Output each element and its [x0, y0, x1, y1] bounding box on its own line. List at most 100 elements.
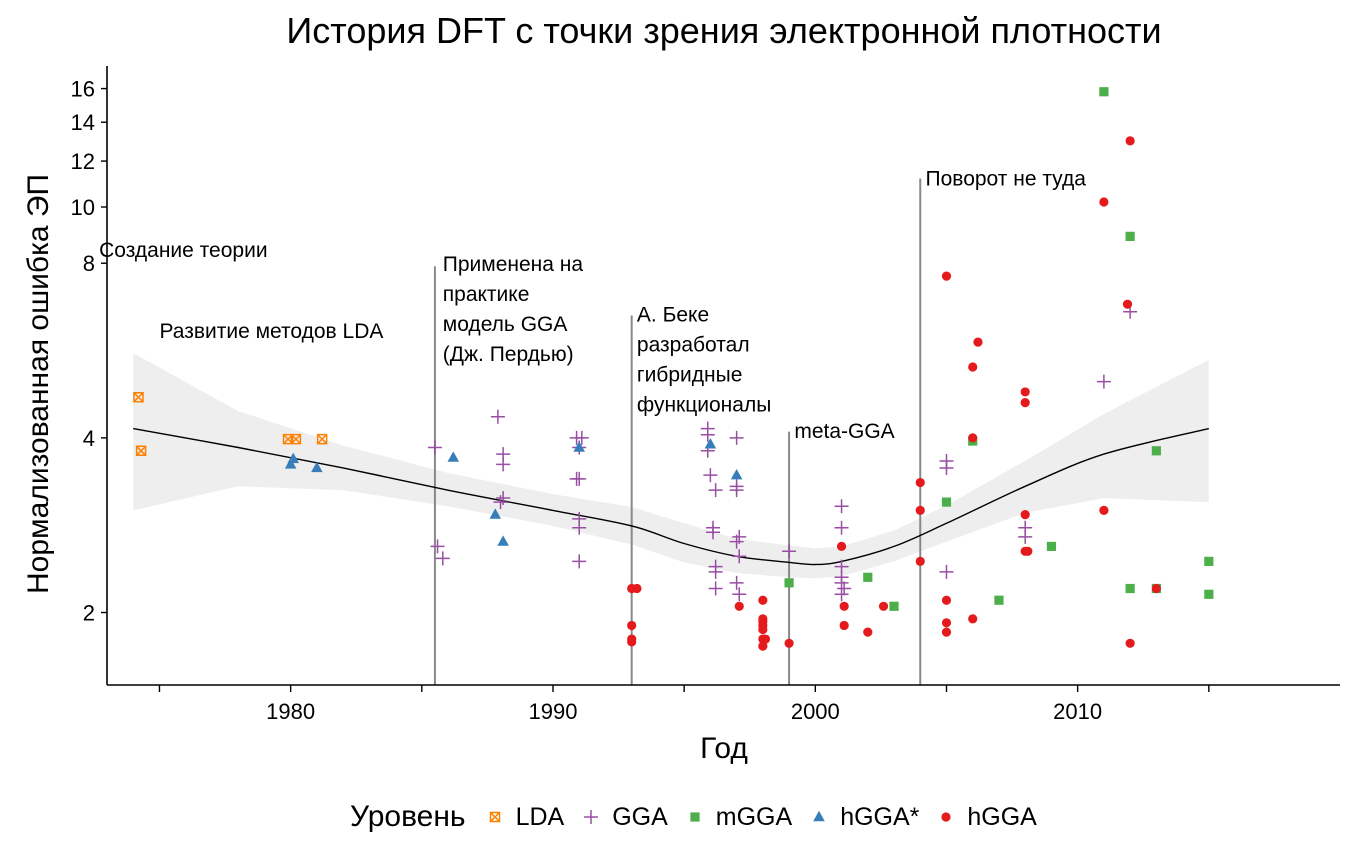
data-point [133, 391, 144, 403]
data-point [447, 451, 460, 462]
data-point [994, 595, 1004, 605]
data-point [834, 587, 849, 602]
legend-item: LDA [482, 803, 564, 832]
data-point [968, 614, 978, 624]
data-point [435, 551, 450, 566]
data-point [1020, 509, 1030, 520]
data-point [915, 505, 925, 515]
data-point [863, 572, 873, 582]
data-point [284, 458, 297, 469]
annotation-line: meta-GGA [794, 420, 894, 443]
data-point [1204, 556, 1214, 566]
data-point [1023, 546, 1033, 556]
annotation: Развитие методов LDA [159, 320, 383, 343]
data-point [703, 468, 718, 483]
data-point [834, 520, 849, 535]
data-point [784, 638, 794, 648]
series-gga [427, 304, 1138, 602]
data-point [1125, 231, 1135, 241]
y-tick-label: 12 [71, 149, 95, 174]
data-point [1096, 374, 1111, 389]
annotation: meta-GGA [794, 420, 894, 443]
annotation-line: А. Беке [637, 303, 709, 326]
data-point [574, 430, 589, 445]
data-point [784, 578, 794, 588]
data-point [290, 433, 302, 445]
data-point [1122, 299, 1133, 309]
data-point [1046, 541, 1057, 552]
data-point [758, 624, 768, 635]
legend-title: Уровень [350, 800, 466, 833]
data-point [732, 549, 747, 564]
x-tick-label: 2000 [791, 699, 840, 724]
legend-item: hGGA* [806, 803, 919, 832]
y-tick-label: 2 [83, 601, 95, 626]
data-point [863, 627, 873, 637]
legend-label: hGGA [967, 802, 1037, 831]
annotation-line: Поворот не туда [926, 167, 1087, 190]
x-tick-label: 1990 [529, 699, 578, 724]
data-point [632, 583, 642, 594]
data-point [572, 554, 587, 569]
data-point [839, 620, 849, 631]
legend-marker [489, 811, 500, 823]
data-point [941, 618, 952, 628]
data-point [497, 535, 509, 546]
legend-key [489, 811, 500, 823]
data-point [915, 556, 925, 566]
data-point [915, 477, 925, 488]
legend-items: LDA GGA mGGA hGGA* hGGA [482, 803, 1051, 832]
data-point [572, 471, 587, 486]
legend-key [584, 810, 599, 824]
annotation: Создание теории [99, 239, 267, 262]
data-point [878, 601, 889, 611]
data-point [729, 430, 744, 445]
data-point [973, 337, 983, 347]
series-mgga [784, 87, 1214, 611]
data-point [889, 601, 899, 611]
x-tick-label: 2010 [1053, 699, 1102, 724]
data-point [734, 601, 744, 611]
data-point [939, 564, 954, 579]
data-point [430, 539, 445, 554]
data-point [700, 427, 715, 442]
y-tick-label: 4 [83, 426, 95, 451]
data-point [496, 457, 511, 472]
y-tick-label: 8 [83, 251, 95, 276]
axes: 2 4 8 10 12 14 16 1980 1990 2000 2010 [71, 66, 1340, 724]
legend-marker [941, 812, 951, 822]
y-axis-label: Нормализованная ошибка ЭП [22, 174, 55, 594]
legend-item: hGGA [933, 802, 1037, 832]
data-point [1099, 87, 1109, 97]
legend-label: GGA [612, 802, 668, 831]
data-point [573, 441, 586, 452]
legend-key [813, 810, 825, 822]
data-point [311, 461, 323, 473]
data-point [834, 499, 849, 514]
annotation-line: Создание теории [99, 239, 267, 262]
y-tick-label: 16 [71, 77, 95, 102]
data-point [760, 634, 771, 644]
data-point [1125, 638, 1135, 648]
legend-marker [690, 812, 700, 822]
data-point [729, 575, 744, 590]
data-point [732, 529, 747, 544]
series-hgga [284, 438, 743, 546]
data-point [572, 520, 587, 535]
data-point [706, 525, 721, 540]
y-tick-label: 14 [71, 110, 95, 135]
confidence-band-area [133, 353, 1209, 579]
data-point [836, 541, 847, 552]
legend-key [690, 812, 700, 822]
legend-item: GGA [578, 803, 668, 832]
legend: Уровень LDA GGA mGGA hGGA* hGGA [350, 795, 1051, 839]
data-point [489, 508, 502, 519]
legend-label: mGGA [715, 802, 793, 831]
legend-key [941, 812, 951, 822]
data-point [1204, 589, 1214, 599]
data-point [941, 627, 952, 637]
data-point [708, 581, 723, 596]
annotation: А. Беке разработал гибридные функционалы [637, 303, 771, 416]
data-point [1151, 446, 1161, 456]
data-point [1099, 197, 1109, 207]
